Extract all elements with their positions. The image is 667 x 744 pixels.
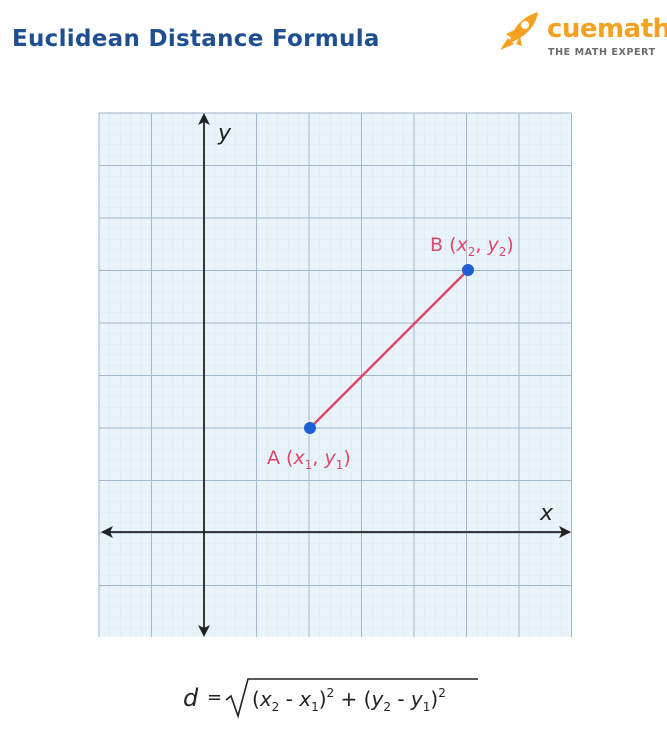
point-b-x-var: x [456, 234, 469, 256]
formula-equals: = [207, 687, 222, 708]
point-b-letter: B [430, 234, 443, 256]
formula-lhs: d [183, 684, 199, 712]
point-b-y-var: y [486, 234, 499, 256]
y-axis [198, 113, 210, 637]
point-b-y-sub: 2 [499, 245, 507, 259]
x-axis-label: x [539, 501, 554, 526]
radical-sign [225, 678, 478, 719]
grid-major [98, 112, 572, 637]
point-b-label: B (x2, y2) [430, 234, 514, 259]
point-a-y-var: y [323, 447, 336, 469]
point-b-x-sub: 2 [468, 245, 476, 259]
page-title: Euclidean Distance Formula [12, 26, 380, 52]
point-a-x-sub: 1 [305, 458, 313, 472]
point-a [304, 422, 316, 434]
distance-formula: d = (x2 - x1)2 + (y2 - y1)2 [183, 678, 478, 719]
brand-name: cuemath [547, 14, 667, 44]
formula-radicand: (x2 - x1)2 + (y2 - y1)2 [252, 686, 446, 714]
x-axis [101, 526, 571, 538]
point-a-label: A (x1, y1) [267, 447, 351, 472]
point-a-x-var: x [292, 447, 305, 469]
y-axis-label: y [217, 121, 232, 146]
rocket-icon [500, 12, 538, 50]
segment-ab [309, 269, 469, 429]
point-b [462, 264, 474, 276]
cuemath-logo: cuemath THE MATH EXPERT [492, 8, 667, 60]
point-a-letter: A [267, 447, 280, 469]
point-a-y-sub: 1 [336, 458, 344, 472]
brand-tagline: THE MATH EXPERT [548, 47, 656, 58]
